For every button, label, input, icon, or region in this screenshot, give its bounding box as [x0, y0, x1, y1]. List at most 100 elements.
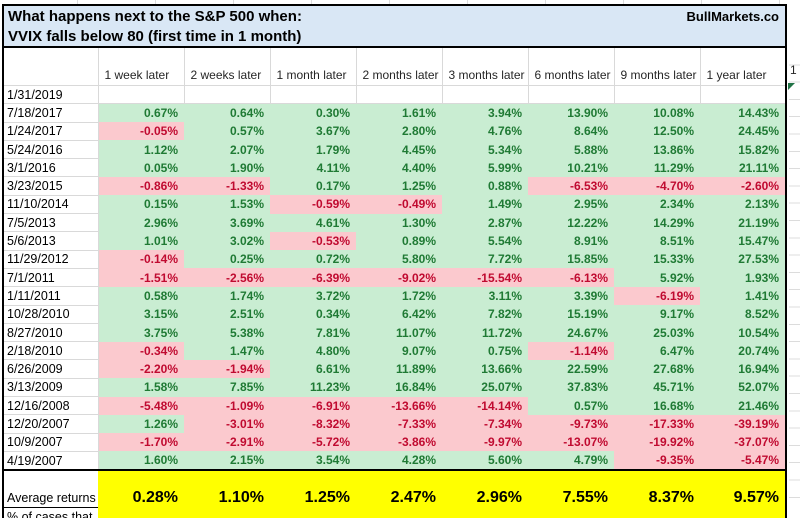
return-cell[interactable]: 4.79%: [528, 451, 614, 471]
return-cell[interactable]: 15.47%: [700, 231, 786, 251]
return-cell[interactable]: 10.08%: [614, 103, 700, 123]
return-cell[interactable]: 13.90%: [528, 103, 614, 123]
return-cell[interactable]: 14.43%: [700, 103, 786, 123]
return-cell[interactable]: 1.01%: [98, 231, 184, 251]
return-cell[interactable]: [184, 85, 271, 105]
return-cell[interactable]: -8.32%: [270, 414, 356, 434]
return-cell[interactable]: 16.84%: [356, 378, 442, 397]
return-cell[interactable]: 5.60%: [442, 451, 528, 471]
return-cell[interactable]: 1.12%: [98, 140, 184, 159]
average-return-cell[interactable]: 9.57%: [700, 484, 786, 508]
return-cell[interactable]: 2.15%: [184, 451, 270, 471]
return-cell[interactable]: 1.47%: [184, 341, 270, 360]
row-date-cell[interactable]: 2/18/2010: [3, 341, 99, 361]
average-return-cell[interactable]: 1.25%: [270, 484, 356, 508]
return-cell[interactable]: 4.61%: [270, 213, 356, 232]
return-cell[interactable]: -9.35%: [614, 451, 700, 471]
average-return-cell[interactable]: 2.96%: [442, 484, 528, 508]
header-6-months[interactable]: 6 months later: [528, 48, 615, 86]
return-cell[interactable]: 22.59%: [528, 359, 614, 379]
summary-spacer-cell[interactable]: [356, 469, 442, 485]
return-cell[interactable]: -0.53%: [270, 231, 356, 251]
return-cell[interactable]: 8.51%: [614, 231, 700, 251]
return-cell[interactable]: 13.66%: [442, 359, 528, 379]
return-cell[interactable]: -1.70%: [98, 433, 184, 452]
return-cell[interactable]: 15.19%: [528, 305, 614, 324]
header-9-months[interactable]: 9 months later: [614, 48, 701, 86]
row-date-cell[interactable]: 3/13/2009: [3, 378, 99, 398]
return-cell[interactable]: 12.22%: [528, 213, 614, 232]
row-date-cell[interactable]: 12/20/2007: [3, 414, 99, 434]
row-date-cell[interactable]: 7/5/2013: [3, 213, 99, 233]
return-cell[interactable]: 11.89%: [356, 359, 442, 379]
return-cell[interactable]: 1.93%: [700, 268, 786, 287]
return-cell[interactable]: 0.75%: [442, 341, 528, 360]
return-cell[interactable]: 3.54%: [270, 451, 356, 471]
return-cell[interactable]: 6.47%: [614, 341, 700, 360]
return-cell[interactable]: 27.68%: [614, 359, 700, 379]
return-cell[interactable]: 11.72%: [442, 323, 528, 342]
return-cell[interactable]: 8.64%: [528, 122, 614, 141]
summary-spacer-cell[interactable]: [442, 469, 528, 485]
percent-positive-cell[interactable]: 75%: [528, 507, 614, 518]
row-date-cell[interactable]: 12/16/2008: [3, 396, 99, 416]
percent-positive-cell[interactable]: 70%: [184, 507, 270, 518]
return-cell[interactable]: -2.20%: [98, 359, 184, 379]
return-cell[interactable]: 0.57%: [184, 122, 270, 141]
return-cell[interactable]: 2.87%: [442, 213, 528, 232]
return-cell[interactable]: -1.09%: [184, 396, 270, 415]
return-cell[interactable]: 20.74%: [700, 341, 786, 360]
row-date-cell[interactable]: 1/11/2011: [3, 286, 99, 306]
return-cell[interactable]: 2.95%: [528, 195, 614, 214]
return-cell[interactable]: 1.26%: [98, 414, 184, 434]
return-cell[interactable]: -7.33%: [356, 414, 442, 434]
summary-spacer-cell[interactable]: [184, 469, 270, 485]
return-cell[interactable]: 5.88%: [528, 140, 614, 159]
return-cell[interactable]: -7.34%: [442, 414, 528, 434]
percent-positive-cell[interactable]: 60%: [98, 507, 184, 518]
return-cell[interactable]: 21.11%: [700, 158, 786, 177]
return-cell[interactable]: 21.19%: [700, 213, 786, 232]
return-cell[interactable]: 0.64%: [184, 103, 270, 123]
return-cell[interactable]: -19.92%: [614, 433, 700, 452]
return-cell[interactable]: 3.67%: [270, 122, 356, 141]
return-cell[interactable]: 16.94%: [700, 359, 786, 379]
return-cell[interactable]: 3.15%: [98, 305, 184, 324]
return-cell[interactable]: 11.29%: [614, 158, 700, 177]
return-cell[interactable]: 11.23%: [270, 378, 356, 397]
row-date-cell[interactable]: 10/28/2010: [3, 305, 99, 324]
return-cell[interactable]: 2.07%: [184, 140, 270, 159]
return-cell[interactable]: -0.59%: [270, 195, 356, 214]
return-cell[interactable]: 1.30%: [356, 213, 442, 232]
return-cell[interactable]: -0.49%: [356, 195, 442, 214]
return-cell[interactable]: -6.13%: [528, 268, 614, 287]
return-cell[interactable]: 2.34%: [614, 195, 700, 214]
row-date-cell[interactable]: 5/24/2016: [3, 140, 99, 160]
summary-spacer-cell[interactable]: [98, 469, 184, 485]
average-return-cell[interactable]: 7.55%: [528, 484, 614, 508]
return-cell[interactable]: 24.45%: [700, 122, 786, 141]
return-cell[interactable]: 1.60%: [98, 451, 184, 471]
return-cell[interactable]: 12.50%: [614, 122, 700, 141]
return-cell[interactable]: 1.72%: [356, 286, 442, 306]
return-cell[interactable]: -6.39%: [270, 268, 356, 287]
return-cell[interactable]: 8.52%: [700, 305, 786, 324]
return-cell[interactable]: 4.76%: [442, 122, 528, 141]
return-cell[interactable]: -6.91%: [270, 396, 356, 415]
return-cell[interactable]: 4.80%: [270, 341, 356, 360]
return-cell[interactable]: 0.15%: [98, 195, 184, 214]
return-cell[interactable]: -1.51%: [98, 268, 184, 287]
return-cell[interactable]: 0.25%: [184, 250, 270, 269]
return-cell[interactable]: 16.68%: [614, 396, 700, 415]
return-cell[interactable]: 7.85%: [184, 378, 270, 397]
return-cell[interactable]: 4.28%: [356, 451, 442, 471]
return-cell[interactable]: 2.13%: [700, 195, 786, 214]
return-cell[interactable]: 2.80%: [356, 122, 442, 141]
percent-positive-cell[interactable]: 75%: [356, 507, 442, 518]
return-cell[interactable]: -5.47%: [700, 451, 786, 471]
return-cell[interactable]: -0.34%: [98, 341, 184, 360]
return-cell[interactable]: 52.07%: [700, 378, 786, 397]
return-cell[interactable]: 0.58%: [98, 286, 184, 306]
row-date-cell[interactable]: 11/29/2012: [3, 250, 99, 269]
return-cell[interactable]: -2.60%: [700, 176, 786, 196]
